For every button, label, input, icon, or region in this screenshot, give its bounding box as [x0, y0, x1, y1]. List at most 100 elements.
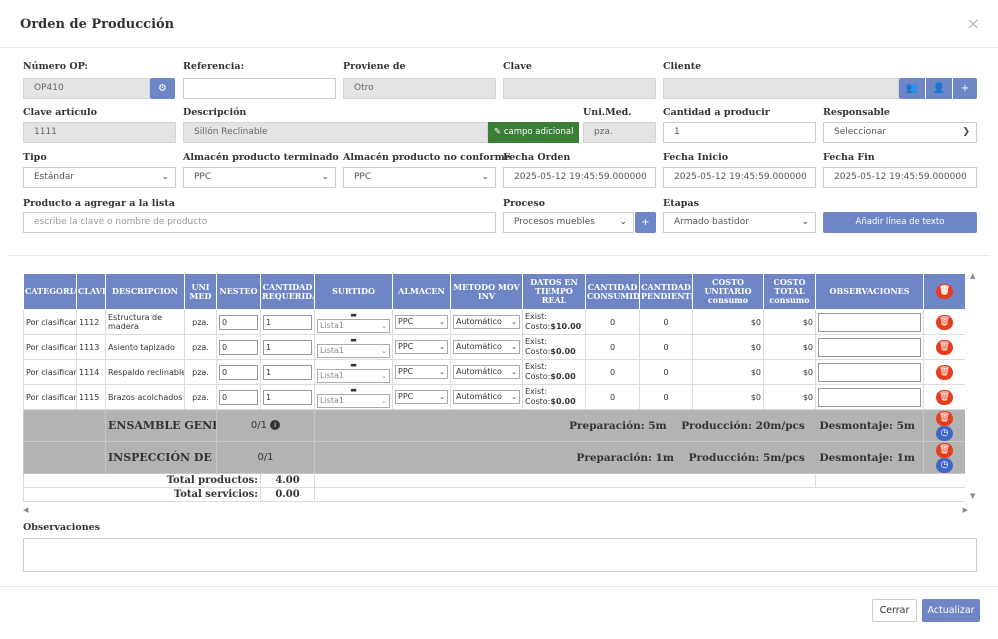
scroll-down-arrow[interactable]: ▼ [970, 492, 976, 500]
col-metodo[interactable]: METODO MOV INV [450, 273, 523, 310]
clock-icon[interactable]: ◷ [936, 425, 953, 441]
col-observaciones[interactable]: OBSERVACIONES [815, 273, 924, 310]
cantidad-requerida-input[interactable]: 1 [263, 364, 312, 380]
delete-group-button[interactable]: 🗑 [936, 442, 953, 458]
row-descripcion: Asiento tapizado [105, 334, 185, 360]
op-settings-button[interactable]: ⚙ [150, 78, 175, 99]
metodo-select[interactable]: Automático ⌄ [453, 390, 520, 404]
fecha-fin-input[interactable]: 2025-05-12 19:45:59.000000 [823, 167, 977, 188]
surtido-select[interactable]: Lista1 ⌄ [317, 319, 390, 333]
cantidad-requerida-input[interactable]: 1 [263, 314, 312, 330]
col-costo-unitario[interactable]: COSTO UNITARIO consumo [692, 273, 764, 310]
campo-adicional-button[interactable]: ✎ campo adicional [488, 122, 580, 143]
col-costo-total[interactable]: COSTO TOTAL consumo [763, 273, 816, 310]
metodo-value: Automático [456, 367, 502, 376]
clock-icon[interactable]: ◷ [936, 457, 953, 473]
scroll-up-arrow[interactable]: ▲ [970, 272, 976, 280]
folder-icon[interactable]: ▬ [350, 336, 357, 344]
client-list-button[interactable]: 👥 [899, 78, 925, 99]
almacen-select[interactable]: PPC ⌄ [395, 315, 448, 329]
folder-icon[interactable]: ▬ [350, 311, 357, 319]
client-edit-button[interactable]: 👤 [926, 78, 952, 99]
col-unimed[interactable]: UNI MED [184, 273, 217, 310]
surtido-select[interactable]: Lista1 ⌄ [317, 394, 390, 408]
total-productos-value: 4.00 [260, 473, 315, 488]
proceso-add-button[interactable]: + [635, 212, 656, 233]
observaciones-input[interactable] [818, 387, 921, 407]
folder-icon[interactable]: ▬ [350, 386, 357, 394]
delete-row-button[interactable]: 🗑 [936, 314, 953, 330]
tipo-select[interactable]: Estándar ⌄ [23, 167, 176, 188]
referencia-input[interactable] [183, 78, 336, 99]
delete-all-button[interactable]: 🗑 [936, 284, 953, 299]
scroll-left-arrow[interactable]: ◀ [23, 506, 29, 514]
row-costo-unitario: $0 [692, 334, 764, 360]
add-text-line-button[interactable]: Añadir línea de texto [823, 212, 977, 233]
col-almacen[interactable]: ALMACEN [392, 273, 451, 310]
producto-agregar-label: Producto a agregar a la lista [23, 198, 175, 209]
info-icon[interactable]: i [270, 420, 281, 430]
etapas-select[interactable]: Armado bastidor ⌄ [663, 212, 816, 233]
metodo-select[interactable]: Automático ⌄ [453, 315, 520, 329]
observaciones-textarea[interactable] [23, 538, 977, 572]
row-exist: Exist: [525, 387, 548, 396]
surtido-select[interactable]: Lista1 ⌄ [317, 369, 390, 383]
almacen-pnc-select[interactable]: PPC ⌄ [343, 167, 496, 188]
almacen-select[interactable]: PPC ⌄ [395, 390, 448, 404]
col-datos-tiempo-real[interactable]: DATOS EN TIEMPO REAL [522, 273, 586, 310]
table-row: Por clasificar 1113 Asiento tapizado pza… [23, 334, 965, 360]
totals-spacer [314, 473, 816, 488]
delete-group-button[interactable]: 🗑 [936, 410, 953, 426]
col-nesteo[interactable]: NESTEO [216, 273, 261, 310]
almacen-select[interactable]: PPC ⌄ [395, 340, 448, 354]
horizontal-scrollbar[interactable]: ◀ ▶ [23, 506, 968, 515]
delete-row-button[interactable]: 🗑 [936, 389, 953, 405]
fecha-orden-input[interactable]: 2025-05-12 19:45:59.000000 [503, 167, 656, 188]
nesteo-input[interactable]: 0 [219, 364, 258, 380]
folder-icon[interactable]: ▬ [350, 361, 357, 369]
metodo-select[interactable]: Automático ⌄ [453, 340, 520, 354]
col-descripcion[interactable]: DESCRIPCION [105, 273, 185, 310]
col-cantidad-pendiente[interactable]: CANTIDAD PENDIENTE [639, 273, 693, 310]
almacen-select[interactable]: PPC ⌄ [395, 365, 448, 379]
proviene-label: Proviene de [343, 61, 406, 72]
producto-search-input[interactable]: escribe la clave o nombre de producto [23, 212, 496, 233]
scroll-right-arrow[interactable]: ▶ [962, 506, 968, 514]
col-cu-l1: COSTO [711, 277, 745, 287]
row-cantidad: 1 [260, 334, 315, 360]
surtido-select[interactable]: Lista1 ⌄ [317, 344, 390, 358]
observaciones-input[interactable] [818, 362, 921, 382]
observaciones-input[interactable] [818, 312, 921, 332]
delete-row-button[interactable]: 🗑 [936, 339, 953, 355]
nesteo-input[interactable]: 0 [219, 339, 258, 355]
responsable-select[interactable]: Seleccionar ❯ [823, 122, 977, 143]
delete-row-button[interactable]: 🗑 [936, 364, 953, 380]
observaciones-input[interactable] [818, 337, 921, 357]
col-cantidad-requerida[interactable]: CANTIDAD REQUERIDA [260, 273, 315, 310]
vertical-scrollbar[interactable]: ▲ ▼ [969, 270, 978, 502]
referencia-label: Referencia: [183, 61, 245, 72]
col-surtido[interactable]: SURTIDO [314, 273, 393, 310]
fecha-inicio-input[interactable]: 2025-05-12 19:45:59.000000 [663, 167, 816, 188]
col-cp-l1: CANTIDAD [641, 281, 691, 292]
col-cantidad-consumida[interactable]: CANTIDADCONSUMIDA [585, 273, 640, 310]
nesteo-input[interactable]: 0 [219, 314, 258, 330]
cerrar-button[interactable]: Cerrar [872, 599, 917, 622]
actualizar-button[interactable]: Actualizar [922, 599, 980, 622]
clave-label: Clave [503, 61, 532, 72]
nesteo-input[interactable]: 0 [219, 389, 258, 405]
almacen-pt-select[interactable]: PPC ⌄ [183, 167, 336, 188]
total-servicios-label: Total servicios: [23, 487, 261, 502]
close-icon[interactable]: × [966, 14, 980, 33]
client-add-button[interactable]: + [953, 78, 977, 99]
cantidad-input[interactable]: 1 [663, 122, 816, 143]
proceso-select[interactable]: Procesos muebles ⌄ [503, 212, 634, 233]
row-desc-l1: Respaldo reclinable [108, 367, 185, 377]
col-categoria[interactable]: CATEGORIA [23, 273, 77, 310]
chevron-down-icon: ⌄ [511, 318, 517, 326]
metodo-value: Automático [456, 317, 502, 326]
metodo-select[interactable]: Automático ⌄ [453, 365, 520, 379]
cantidad-requerida-input[interactable]: 1 [263, 339, 312, 355]
col-clave[interactable]: CLAVE [76, 273, 106, 310]
cantidad-requerida-input[interactable]: 1 [263, 389, 312, 405]
